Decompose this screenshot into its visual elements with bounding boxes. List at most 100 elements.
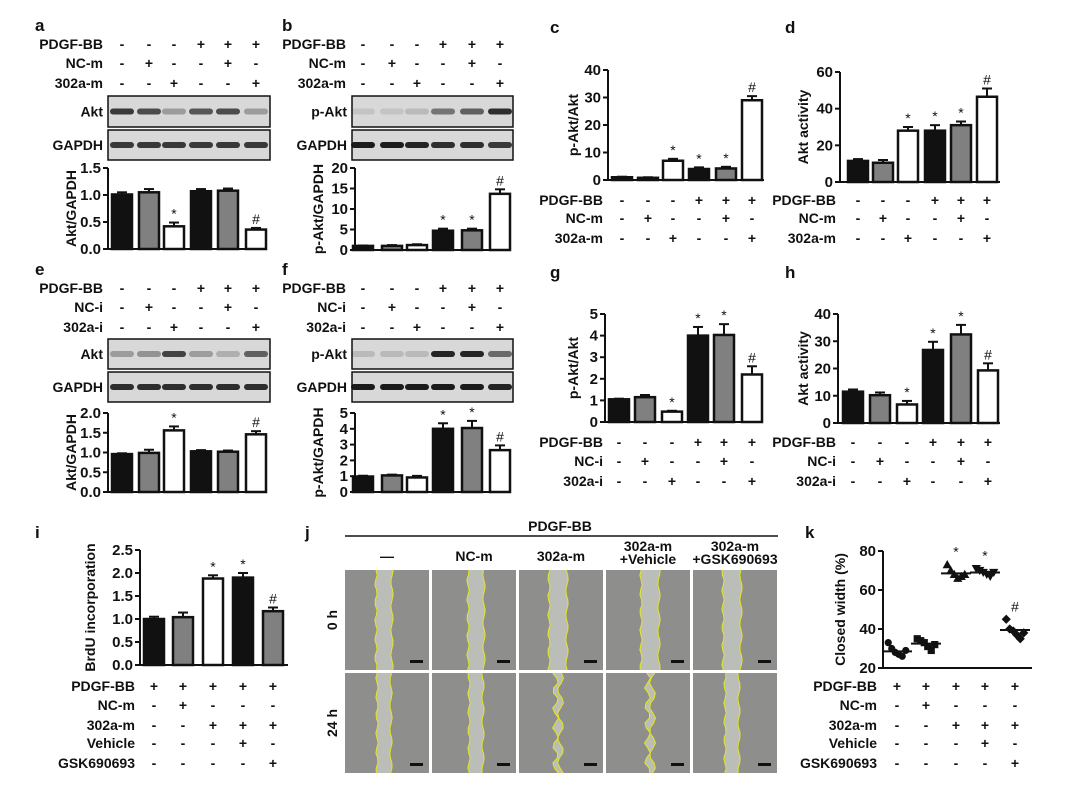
treatment-sign: - bbox=[954, 735, 959, 751]
y-tick-label: 0.0 bbox=[80, 484, 101, 501]
treatment-sign: - bbox=[1013, 735, 1018, 751]
treatment-sign: - bbox=[120, 299, 125, 315]
bar bbox=[895, 403, 919, 425]
treatment-sign: - bbox=[120, 280, 125, 296]
blot-band bbox=[216, 142, 240, 148]
blot-label: GAPDH bbox=[52, 137, 103, 153]
y-tick-label: 1 bbox=[590, 392, 598, 409]
bar bbox=[460, 229, 484, 252]
bar bbox=[137, 451, 161, 494]
blot-label: GAPDH bbox=[296, 137, 347, 153]
y-tick-label: 5 bbox=[340, 405, 348, 422]
treatment-sign: - bbox=[617, 473, 622, 489]
treatment-sign: - bbox=[983, 697, 988, 713]
treatment-label: Vehicle bbox=[829, 735, 877, 751]
treatment-sign: + bbox=[496, 319, 504, 335]
treatment-sign: + bbox=[981, 735, 989, 751]
treatment-label: PDGF-BB bbox=[282, 36, 346, 52]
treatment-sign: - bbox=[199, 319, 204, 335]
bar bbox=[896, 129, 920, 184]
y-tick-label: 1 bbox=[340, 468, 348, 485]
column-header: +Vehicle bbox=[620, 551, 677, 567]
y-tick-label: 1.0 bbox=[112, 611, 133, 628]
treatment-sign: + bbox=[984, 473, 992, 489]
blot-label: Akt bbox=[80, 104, 103, 120]
treatment-sign: - bbox=[271, 697, 276, 713]
y-tick-label: 30 bbox=[814, 333, 831, 350]
treatment-sign: + bbox=[748, 473, 756, 489]
treatment-sign: + bbox=[209, 717, 217, 733]
treatment-sign: - bbox=[181, 755, 186, 771]
treatment-sign: + bbox=[876, 453, 884, 469]
y-axis-label: Akt/GAPDH bbox=[63, 170, 79, 247]
blot-band bbox=[189, 384, 213, 390]
blot-band bbox=[405, 142, 429, 148]
blot-band bbox=[137, 351, 161, 357]
treatment-sign: - bbox=[147, 75, 152, 91]
y-axis-label: Akt activity bbox=[795, 331, 811, 406]
y-tick-label: 20 bbox=[584, 117, 601, 134]
bar bbox=[661, 159, 685, 182]
y-tick-label: 20 bbox=[859, 660, 876, 677]
bar bbox=[871, 161, 895, 184]
wound-area bbox=[552, 673, 564, 773]
treatment-sign: - bbox=[147, 280, 152, 296]
treatment-sign: - bbox=[878, 434, 883, 450]
treatment-sign: + bbox=[439, 36, 447, 52]
significance-mark: * bbox=[695, 310, 701, 326]
significance-mark: * bbox=[669, 394, 675, 410]
treatment-sign: - bbox=[931, 473, 936, 489]
bar bbox=[607, 398, 631, 424]
blot-band bbox=[351, 351, 375, 357]
blot-band bbox=[351, 384, 375, 390]
treatment-sign: - bbox=[643, 434, 648, 450]
western-blot-akt: Akt bbox=[80, 95, 271, 128]
treatment-sign: - bbox=[441, 319, 446, 335]
treatment-sign: - bbox=[851, 453, 856, 469]
treatment-label: PDGF-BB bbox=[813, 678, 877, 694]
treatment-sign: + bbox=[413, 75, 421, 91]
treatment-sign: - bbox=[470, 75, 475, 91]
treatment-sign: + bbox=[1011, 717, 1019, 733]
treatment-sign: - bbox=[498, 299, 503, 315]
blot-band bbox=[460, 142, 484, 148]
treatment-sign: - bbox=[905, 453, 910, 469]
y-tick-label: 0 bbox=[825, 174, 833, 191]
wound-area bbox=[375, 673, 393, 773]
blot-band bbox=[405, 108, 429, 115]
treatment-sign: + bbox=[224, 55, 232, 71]
bar bbox=[142, 617, 166, 667]
treatment-label: Vehicle bbox=[87, 735, 135, 751]
micrograph bbox=[606, 569, 690, 671]
blot-band bbox=[110, 351, 134, 357]
bar bbox=[949, 123, 973, 184]
scale-bar bbox=[671, 660, 684, 663]
panel-letter: h bbox=[785, 263, 795, 282]
treatment-sign: - bbox=[924, 735, 929, 751]
treatment-sign: + bbox=[496, 280, 504, 296]
bar bbox=[460, 426, 484, 494]
column-header: 302a-m bbox=[537, 548, 585, 564]
blot-band bbox=[460, 108, 484, 115]
y-tick-label: 0.5 bbox=[80, 214, 101, 231]
treatment-sign: - bbox=[643, 473, 648, 489]
wound-edge bbox=[556, 672, 565, 774]
treatment-sign: - bbox=[361, 55, 366, 71]
treatment-label: 302a-m bbox=[298, 75, 346, 91]
treatment-label: 302a-m bbox=[55, 75, 103, 91]
treatment-sign: - bbox=[152, 735, 157, 751]
panel-letter: i bbox=[35, 523, 40, 542]
treatment-sign: - bbox=[120, 75, 125, 91]
treatment-sign: - bbox=[172, 299, 177, 315]
y-tick-label: 0 bbox=[340, 242, 348, 259]
treatment-sign: - bbox=[750, 453, 755, 469]
treatment-sign: - bbox=[856, 230, 861, 246]
data-point bbox=[884, 639, 892, 647]
wound-edge bbox=[374, 569, 378, 671]
panel-j: j PDGF-BB— NC-m 302a-m302a-m+Vehicle302a-m+… bbox=[304, 518, 778, 774]
bar bbox=[714, 167, 738, 182]
y-axis-label: p-Akt/GAPDH bbox=[310, 407, 326, 497]
western-blot-akt: Akt bbox=[80, 338, 271, 370]
panel-i: i PDGF-BB + + + + + NC-m - + - - - 302a-m - - + + + Vehicle… bbox=[35, 523, 288, 771]
